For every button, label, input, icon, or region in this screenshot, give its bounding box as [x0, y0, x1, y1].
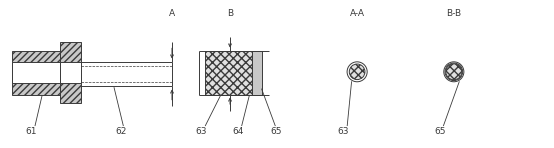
- Bar: [12, 62, 60, 83]
- Bar: [12, 51, 60, 95]
- Text: 65: 65: [434, 127, 446, 136]
- Text: 65: 65: [270, 127, 281, 136]
- Text: 61: 61: [25, 127, 37, 136]
- Text: A-A: A-A: [350, 9, 365, 18]
- Ellipse shape: [350, 64, 365, 80]
- Bar: [60, 62, 81, 83]
- Text: 63: 63: [337, 127, 349, 136]
- Ellipse shape: [446, 64, 462, 80]
- Bar: [205, 51, 252, 95]
- Bar: [252, 51, 262, 95]
- Text: B-B: B-B: [447, 9, 461, 18]
- Text: A: A: [169, 9, 175, 18]
- Text: B: B: [227, 9, 233, 18]
- Text: 63: 63: [196, 127, 207, 136]
- Text: 64: 64: [233, 127, 244, 136]
- Bar: [60, 42, 81, 103]
- Text: 62: 62: [115, 127, 127, 136]
